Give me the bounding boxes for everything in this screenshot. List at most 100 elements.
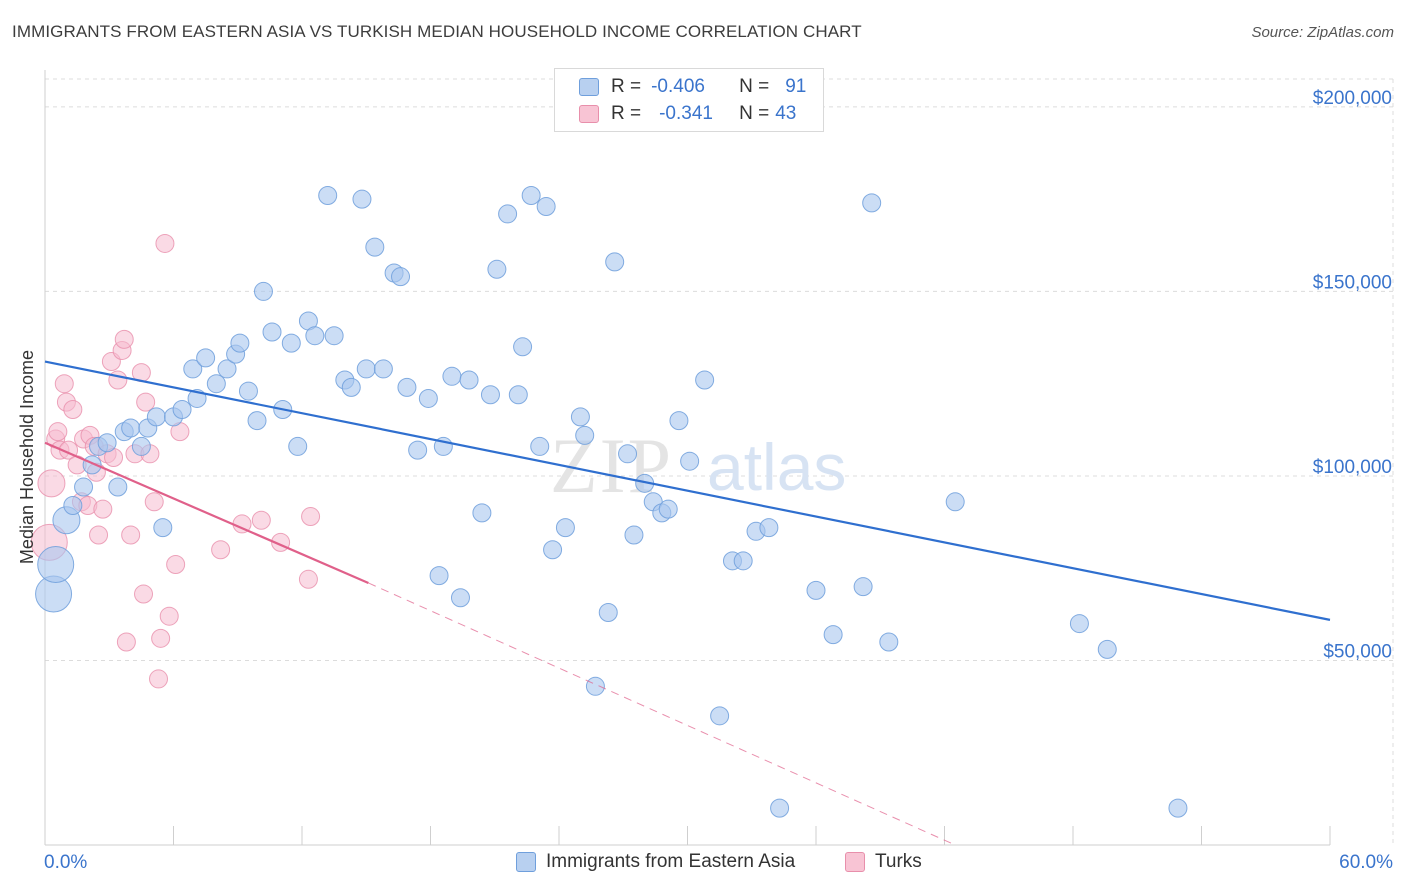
turks-point [251,510,271,530]
watermark: ZIP atlas [550,422,846,509]
turks-point [301,507,321,527]
legend-n-label: N = [739,76,770,97]
immigrants-point [63,495,83,515]
immigrants-point [373,359,393,379]
immigrants-point [770,798,790,818]
immigrants-point [217,359,237,379]
turks-point [134,584,154,604]
turks-trend-line [44,441,369,584]
x-tick-label: 60.0% [1339,852,1393,873]
immigrants-point [508,385,528,405]
immigrants-point [429,566,449,586]
immigrants-point [487,259,507,279]
legend-label-turks: Turks [875,851,922,872]
source-credit: Source: ZipAtlas.com [1251,24,1394,41]
immigrants-point [196,348,216,368]
immigrants-point [121,418,141,438]
legend-r-label: R = [611,103,642,124]
immigrants-point [450,588,470,608]
correlation-legend: R = -0.406 N = 91 R = -0.341 N = 43 [554,68,824,132]
legend-item-turks: Turks [845,851,922,873]
turks-point [48,422,68,442]
immigrants-point [324,326,344,346]
turks-point [151,628,171,648]
immigrants-point [658,499,678,519]
immigrants-point [352,189,372,209]
immigrants-point [288,436,308,456]
turks-point [93,499,113,519]
immigrants-point [530,436,550,456]
immigrants-point [365,237,385,257]
immigrants-point [97,433,117,453]
immigrants-point [605,252,625,272]
immigrants-point [710,706,730,726]
immigrants-point [37,546,75,584]
legend-swatch-pink [579,105,599,123]
turks-point [37,469,66,498]
legend-swatch-blue [579,78,599,96]
immigrants-point [230,333,250,353]
turks-point [108,370,128,390]
legend-n-label: N = [739,103,770,124]
immigrants-point [472,503,492,523]
immigrants-point [585,676,605,696]
immigrants-point [1168,798,1188,818]
turks-point [89,525,109,545]
tick-labels: $50,000 $100,000 $150,000 $200,000 0.0% 60.0%… [17,88,1393,873]
immigrants-point [356,359,376,379]
immigrants-point [305,326,325,346]
legend-item-immigrants: Immigrants from Eastern Asia [516,851,795,873]
turks-point [211,540,231,560]
turks-point [114,329,134,349]
immigrants-point [74,477,94,497]
immigrants-point [153,518,173,538]
immigrants-point [513,337,533,357]
immigrants-point [418,388,438,408]
immigrants-point [206,374,226,394]
immigrants-point [262,322,282,342]
legend-n-value: 43 [775,103,797,124]
turks-point [298,569,318,589]
immigrants-point [853,577,873,597]
immigrants-trend-line [44,360,1331,621]
trend-lines [44,360,1331,846]
immigrants-point [459,370,479,390]
immigrants-point [253,281,273,301]
immigrants-point [680,451,700,471]
immigrants-point [543,540,563,560]
turks-point [166,555,186,575]
immigrants-point [131,436,151,456]
immigrants-point [570,407,590,427]
immigrants-point [521,185,541,205]
y-tick-label: $100,000 [1313,457,1392,478]
turks-point [159,606,179,626]
immigrants-point [341,377,361,397]
immigrants-point [695,370,715,390]
immigrants-point [669,411,689,431]
y-tick-label: $150,000 [1313,272,1392,293]
immigrants-point [318,185,338,205]
immigrants-point [618,444,638,464]
legend-swatch-pink [845,852,865,872]
turks-point [121,525,141,545]
immigrants-point [172,400,192,420]
legend-swatch-blue [516,852,536,872]
turks-point [63,400,83,420]
immigrants-point [498,204,518,224]
immigrants-point [806,580,826,600]
immigrants-point [397,377,417,397]
legend-row-turks: R = -0.341 N = 43 [579,102,796,126]
x-axis [44,70,1331,846]
watermark-atlas: atlas [707,430,846,504]
immigrants-point [624,525,644,545]
immigrants-point [408,440,428,460]
legend-r-value: -0.406 [651,76,705,97]
turks-point [116,632,136,652]
immigrants-point [183,359,203,379]
immigrants-point [442,366,462,386]
chart-title: IMMIGRANTS FROM EASTERN ASIA VS TURKISH … [12,22,862,41]
legend-n-value: 91 [785,76,807,97]
immigrants-point [1069,614,1089,634]
series-immigrants-eastern-asia [35,185,1188,818]
